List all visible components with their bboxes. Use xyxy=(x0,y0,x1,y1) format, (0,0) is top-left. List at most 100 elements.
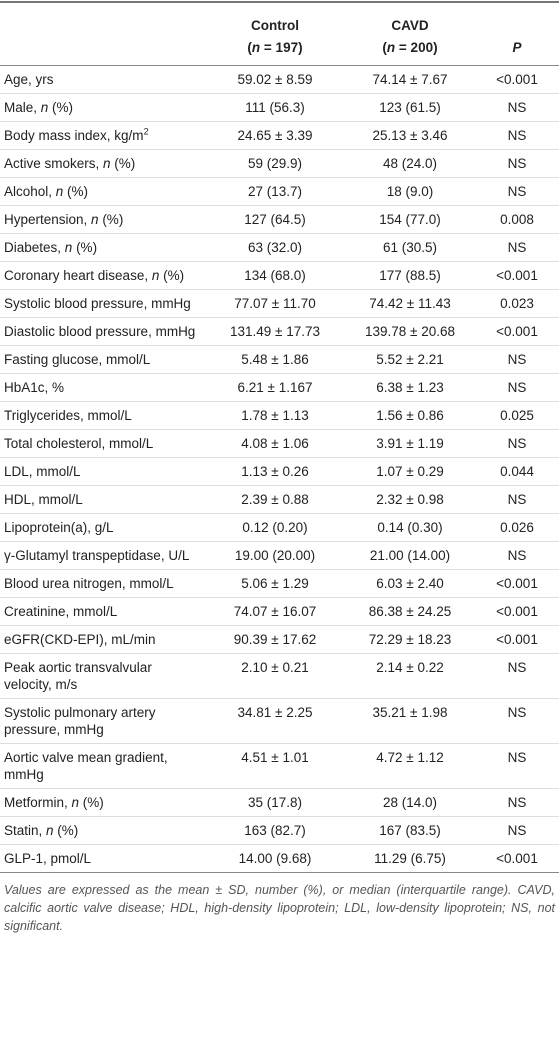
cell-cavd: 35.21 ± 1.98 xyxy=(372,705,448,720)
text-part: Diastolic blood pressure, mmHg xyxy=(4,324,196,339)
header-line: P xyxy=(479,37,555,59)
text-part: HbA1c, % xyxy=(4,380,65,395)
cell-control: 34.81 ± 2.25 xyxy=(237,705,313,720)
table-row: Triglycerides, mmol/L 1.78 ± 1.13 1.56 ± 0… xyxy=(0,402,559,430)
row-label: Age, yrs xyxy=(0,66,205,94)
row-label: HDL, mmol/L xyxy=(0,486,205,514)
cell-cavd: 123 (61.5) xyxy=(379,100,441,115)
table-row: Active smokers, n (%) 59 (29.9) 48 (24.0) N… xyxy=(0,150,559,178)
row-label: Metformin, n (%) xyxy=(0,789,205,817)
text-part: Lipoprotein(a), g/L xyxy=(4,520,114,535)
cell-control: 163 (82.7) xyxy=(244,823,306,838)
footnote: Values are expressed as the mean ± SD, n… xyxy=(4,883,555,933)
table-row: Male, n (%) 111 (56.3) 123 (61.5) NS xyxy=(0,94,559,122)
row-label: Blood urea nitrogen, mmol/L xyxy=(0,570,205,598)
table-row: Hypertension, n (%) 127 (64.5) 154 (77.0) 0… xyxy=(0,206,559,234)
cell-control: 4.51 ± 1.01 xyxy=(241,750,309,765)
cell-cavd: 25.13 ± 3.46 xyxy=(372,128,448,143)
cell-p: 0.026 xyxy=(500,520,534,535)
cell-cavd: 0.14 (0.30) xyxy=(377,520,443,535)
italic-text: n xyxy=(71,795,80,810)
cell-p: NS xyxy=(507,352,527,367)
cell-p: NS xyxy=(507,548,527,563)
cell-p: 0.044 xyxy=(500,464,534,479)
cell-control: 24.65 ± 3.39 xyxy=(237,128,313,143)
row-label: Systolic blood pressure, mmHg xyxy=(0,290,205,318)
cell-cavd: 74.14 ± 7.67 xyxy=(372,72,448,87)
cell-cavd: 61 (30.5) xyxy=(382,240,438,255)
cell-cavd: 154 (77.0) xyxy=(379,212,441,227)
cell-control: 5.48 ± 1.86 xyxy=(241,352,309,367)
row-label: Creatinine, mmol/L xyxy=(0,598,205,626)
row-label: Male, n (%) xyxy=(0,94,205,122)
header-cell xyxy=(0,2,205,66)
table-row: LDL, mmol/L 1.13 ± 0.26 1.07 ± 0.29 0.044 xyxy=(0,458,559,486)
table-row: HbA1c, % 6.21 ± 1.167 6.38 ± 1.23 NS xyxy=(0,374,559,402)
row-label: Statin, n (%) xyxy=(0,817,205,845)
table-row: Peak aortic transvalvular velocity, m/s 2… xyxy=(0,654,559,699)
cell-p: NS xyxy=(507,156,527,171)
row-label: Systolic pulmonary artery pressure, mmHg xyxy=(0,699,205,744)
row-label: Triglycerides, mmol/L xyxy=(0,402,205,430)
cell-cavd: 18 (9.0) xyxy=(386,184,434,199)
header-line: (n = 197) xyxy=(209,37,341,59)
cell-control: 35 (17.8) xyxy=(247,795,303,810)
italic-text: n xyxy=(251,40,261,55)
cell-cavd: 74.42 ± 11.43 xyxy=(369,296,451,311)
table-row: Statin, n (%) 163 (82.7) 167 (83.5) NS xyxy=(0,817,559,845)
cell-p: 0.008 xyxy=(500,212,534,227)
row-label: LDL, mmol/L xyxy=(0,458,205,486)
text-part: Hypertension, xyxy=(4,212,92,227)
row-label: Peak aortic transvalvular velocity, m/s xyxy=(0,654,205,699)
table-row: Metformin, n (%) 35 (17.8) 28 (14.0) NS xyxy=(0,789,559,817)
row-label: HbA1c, % xyxy=(0,374,205,402)
cell-cavd: 1.07 ± 0.29 xyxy=(376,464,444,479)
cell-control: 14.00 (9.68) xyxy=(238,851,312,866)
row-label: Diastolic blood pressure, mmHg xyxy=(0,318,205,346)
cell-control: 63 (32.0) xyxy=(247,240,303,255)
row-label: Alcohol, n (%) xyxy=(0,178,205,206)
text-part: Active smokers, xyxy=(4,156,104,171)
cell-control: 0.12 (0.20) xyxy=(242,520,308,535)
cell-cavd: 28 (14.0) xyxy=(382,795,438,810)
cell-control: 2.39 ± 0.88 xyxy=(241,492,309,507)
cell-cavd: 21.00 (14.00) xyxy=(369,548,451,563)
cell-p: NS xyxy=(507,750,527,765)
text-part: Triglycerides, mmol/L xyxy=(4,408,132,423)
table-header: Control (n = 197) CAVD (n = 200) P xyxy=(0,2,559,66)
row-label: Active smokers, n (%) xyxy=(0,150,205,178)
italic-text: n xyxy=(91,212,99,227)
cell-p: NS xyxy=(507,380,527,395)
table-row: eGFR(CKD-EPI), mL/min 90.39 ± 17.62 72.29 … xyxy=(0,626,559,654)
table-row: Age, yrs 59.02 ± 8.59 74.14 ± 7.67 <0.001 xyxy=(0,66,559,94)
text-part: Total cholesterol, mmol/L xyxy=(4,436,154,451)
table-body: Age, yrs 59.02 ± 8.59 74.14 ± 7.67 <0.001 Ma… xyxy=(0,66,559,873)
table-row: γ-Glutamyl transpeptidase, U/L 19.00 (20.… xyxy=(0,542,559,570)
cell-p: NS xyxy=(507,100,527,115)
header-cell: Control (n = 197) xyxy=(205,2,345,66)
cell-control: 111 (56.3) xyxy=(245,100,305,115)
italic-text: n xyxy=(40,100,49,115)
cell-cavd: 2.14 ± 0.22 xyxy=(376,660,444,675)
cell-cavd: 1.56 ± 0.86 xyxy=(376,408,444,423)
row-label: Coronary heart disease, n (%) xyxy=(0,262,205,290)
text-part: ( xyxy=(247,40,252,55)
cell-p: <0.001 xyxy=(496,576,538,591)
cell-control: 90.39 ± 17.62 xyxy=(233,632,317,647)
header-line: Control xyxy=(251,18,299,33)
table-row: HDL, mmol/L 2.39 ± 0.88 2.32 ± 0.98 NS xyxy=(0,486,559,514)
cell-control: 2.10 ± 0.21 xyxy=(241,660,309,675)
text-part: γ-Glutamyl transpeptidase, U/L xyxy=(4,548,190,563)
cell-p: <0.001 xyxy=(496,324,538,339)
italic-text: n xyxy=(55,184,64,199)
table-row: Alcohol, n (%) 27 (13.7) 18 (9.0) NS xyxy=(0,178,559,206)
text-part: Aortic valve mean gradient, mmHg xyxy=(4,750,168,782)
cell-cavd: 11.29 (6.75) xyxy=(374,851,446,866)
table-row: Diabetes, n (%) 63 (32.0) 61 (30.5) NS xyxy=(0,234,559,262)
row-label: Fasting glucose, mmol/L xyxy=(0,346,205,374)
table-row: Lipoprotein(a), g/L 0.12 (0.20) 0.14 (0.30… xyxy=(0,514,559,542)
cell-control: 5.06 ± 1.29 xyxy=(241,576,309,591)
table-row: GLP-1, pmol/L 14.00 (9.68) 11.29 (6.75) <0.… xyxy=(0,845,559,873)
cell-control: 131.49 ± 17.73 xyxy=(230,324,320,339)
text-part: LDL, mmol/L xyxy=(4,464,81,479)
